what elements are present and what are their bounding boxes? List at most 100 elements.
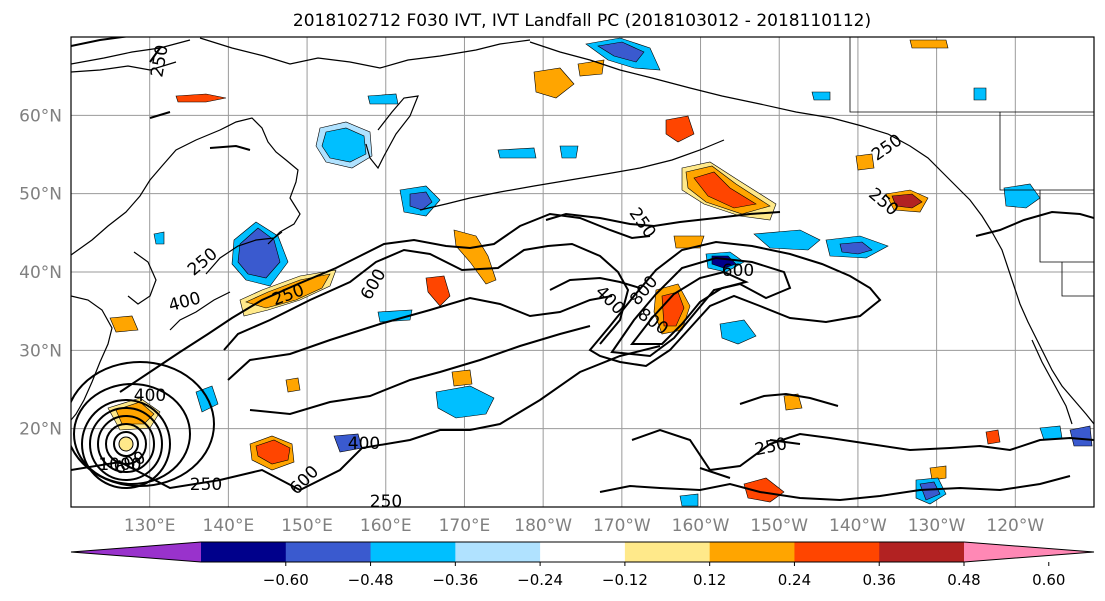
na-west-coast	[991, 231, 1094, 425]
ivt-contour	[549, 276, 839, 479]
ivt-contours	[71, 37, 1094, 502]
negative-patch	[367, 93, 399, 105]
colorbar-tick-label: −0.12	[602, 571, 648, 589]
east-asia-coast	[71, 117, 301, 256]
ivt-contour	[71, 345, 661, 492]
longitude-label: 120°W	[986, 516, 1044, 536]
colorbar-tick-label: 0.60	[1032, 571, 1065, 589]
negative-patch	[919, 481, 941, 501]
ivt-contour	[588, 240, 882, 368]
kamchatka-coast	[365, 95, 419, 170]
positive-patch	[255, 439, 291, 465]
ivt-contour	[71, 37, 251, 151]
figure-title: 2018102712 F030 IVT, IVT Landfall PC (20…	[293, 11, 871, 31]
negative-patch	[973, 87, 987, 101]
ivt-contour	[629, 270, 750, 345]
longitude-label: 170°E	[439, 516, 491, 536]
cyclone-contour	[71, 361, 215, 487]
contour-label: 600	[722, 261, 754, 281]
colorbar-extend-high	[964, 542, 1094, 562]
ivt-contour	[631, 428, 1094, 472]
positive-patch	[891, 193, 923, 209]
negative-patch	[409, 191, 433, 211]
japan-coast	[169, 231, 283, 331]
colorbar-segment	[285, 542, 372, 562]
longitude-label: 160°E	[360, 516, 412, 536]
negative-patch	[839, 241, 873, 255]
korea-coast	[127, 251, 157, 305]
longitude-label: 170°W	[593, 516, 651, 536]
positive-patch	[985, 429, 1001, 445]
cyclone-contour	[73, 383, 191, 485]
negative-patch	[153, 231, 165, 245]
contour-label: 1000	[98, 455, 141, 475]
colorbar-tick-label: −0.60	[263, 571, 309, 589]
cyclone-center	[118, 436, 134, 452]
longitude-label: 130°E	[124, 516, 176, 536]
map-frame	[70, 36, 1095, 508]
longitude-label: 130°W	[908, 516, 966, 536]
ivt-contour	[223, 242, 630, 351]
ivt-contour	[227, 295, 613, 416]
longitude-label: 160°W	[672, 516, 730, 536]
negative-patch	[811, 91, 831, 101]
positive-patch	[245, 273, 331, 309]
ivt-contour	[610, 256, 792, 358]
colorbar-tick-label: 0.12	[693, 571, 726, 589]
negative-patch	[753, 229, 821, 251]
colorbar-segment	[794, 542, 880, 562]
longitude-label: 140°W	[829, 516, 887, 536]
negative-patch	[559, 145, 579, 159]
graticule	[71, 37, 1094, 507]
china-coast	[71, 295, 113, 421]
positive-patch	[665, 115, 695, 143]
positive-patch	[909, 39, 949, 49]
colorbar-segment	[540, 542, 626, 562]
positive-patch	[855, 153, 875, 171]
longitude-label: 140°E	[203, 516, 255, 536]
colorbar-outline	[70, 541, 1095, 563]
colorbar-segment	[370, 542, 456, 562]
positive-patch	[533, 67, 575, 99]
colorbar-tick-label: −0.24	[517, 571, 563, 589]
baja-coast	[1031, 339, 1073, 425]
latitude-label: 60°N	[19, 106, 62, 126]
contour-label: 250	[190, 475, 222, 495]
ivt-contour	[119, 212, 651, 393]
negative-patch	[719, 319, 757, 345]
east-asia-coast	[71, 37, 531, 73]
positive-patch	[929, 465, 947, 481]
colorbar-segment	[624, 542, 711, 562]
negative-patch	[377, 309, 413, 323]
colorbar-segment	[455, 542, 541, 562]
positive-patch	[175, 93, 227, 103]
cyclone-contour	[81, 399, 171, 489]
positive-patch	[451, 369, 473, 387]
contour-label: 250	[370, 492, 402, 512]
cyclone-contour	[105, 423, 147, 465]
longitude-axis: 130°E 140°E 150°E 160°E 170°E 180°W 170°W 160°W…	[124, 516, 1045, 536]
latitude-label: 20°N	[19, 420, 62, 440]
negative-patch	[1069, 425, 1093, 447]
colorbar-ticks: −0.60 −0.48 −0.36 −0.24 −0.12 0.12 0.24 0.36 0.4…	[263, 562, 1065, 589]
negative-patch	[497, 147, 537, 159]
latitude-label: 30°N	[19, 341, 62, 361]
colorbar-tick-label: 0.24	[778, 571, 811, 589]
positive-patch	[693, 171, 757, 209]
latitude-axis: 60°N 50°N 40°N 30°N 20°N	[19, 106, 62, 439]
negative-patch	[679, 493, 699, 507]
longitude-label: 150°E	[281, 516, 333, 536]
contour-label: 400	[134, 386, 166, 406]
latitude-label: 50°N	[19, 185, 62, 205]
negative-patch	[435, 385, 495, 419]
cyclone-contour	[113, 431, 139, 457]
colorbar-segment	[201, 542, 287, 562]
longitude-label: 180°W	[514, 516, 572, 536]
ivt-contour	[545, 210, 1094, 237]
colorbar-tick-label: 0.36	[863, 571, 896, 589]
border-line	[849, 37, 1094, 297]
colorbar-tick-label: −0.48	[348, 571, 394, 589]
alaska-coast	[529, 41, 993, 233]
colorbar-segment	[709, 542, 795, 562]
